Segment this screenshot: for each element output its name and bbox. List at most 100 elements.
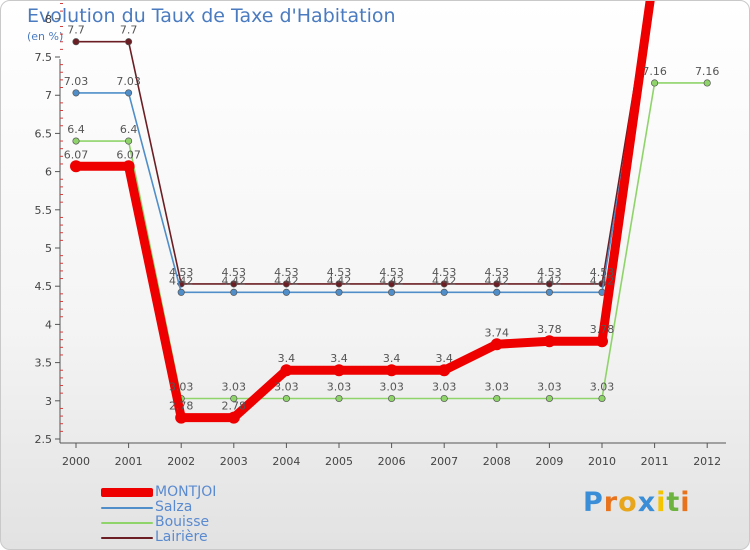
logo-letter: x bbox=[637, 487, 657, 518]
legend-item-lairiere: Lairière bbox=[101, 530, 216, 545]
data-label-montjoi: 6.07 bbox=[64, 148, 89, 161]
y-tick-label: 4.5 bbox=[35, 280, 53, 293]
data-label-montjoi: 3.4 bbox=[383, 352, 401, 365]
logo-letter: P bbox=[583, 487, 604, 518]
data-point-salza bbox=[440, 288, 448, 296]
legend-label-salza: Salza bbox=[155, 499, 193, 515]
data-point-bouisse bbox=[72, 137, 80, 145]
data-point-lairire bbox=[388, 280, 396, 288]
data-label-lairire: 4.53 bbox=[537, 266, 562, 279]
x-tick-label: 2004 bbox=[272, 455, 300, 468]
data-label-lairire: 4.53 bbox=[327, 266, 352, 279]
x-tick-label: 2001 bbox=[115, 455, 143, 468]
data-point-montjoi bbox=[175, 411, 188, 424]
x-tick-label: 2011 bbox=[641, 455, 669, 468]
data-label-lairire: 4.53 bbox=[432, 266, 457, 279]
logo-letter: t bbox=[666, 487, 681, 518]
data-label-bouisse: 7.16 bbox=[695, 65, 720, 78]
x-tick-label: 2007 bbox=[430, 455, 458, 468]
x-tick-label: 2010 bbox=[588, 455, 616, 468]
legend: MONTJOI Salza Bouisse Lairière bbox=[101, 485, 216, 545]
data-label-lairire: 7.7 bbox=[120, 24, 138, 37]
data-label-lairire: 4.53 bbox=[274, 266, 299, 279]
data-label-salza: 4.42 bbox=[169, 274, 194, 287]
logo-letter: i bbox=[656, 487, 667, 518]
line-chart: 2.533.544.555.566.577.588.59200020012002… bbox=[35, 1, 726, 468]
data-label-bouisse: 3.03 bbox=[379, 381, 404, 394]
data-point-lairire bbox=[545, 280, 553, 288]
data-point-montjoi bbox=[227, 411, 240, 424]
data-point-bouisse bbox=[598, 394, 606, 403]
legend-item-salza: Salza bbox=[101, 500, 216, 515]
chart-subtitle: (en %) bbox=[27, 30, 64, 43]
legend-swatch-salza bbox=[101, 506, 153, 509]
data-point-lairire bbox=[230, 280, 238, 288]
data-point-bouisse bbox=[493, 394, 501, 403]
legend-label-lairiere: Lairière bbox=[155, 529, 208, 545]
x-tick-label: 2008 bbox=[483, 455, 511, 468]
data-label-montjoi: 6.07 bbox=[116, 148, 141, 161]
data-point-montjoi bbox=[490, 338, 503, 351]
data-point-montjoi bbox=[543, 335, 556, 348]
data-label-montjoi: 3.78 bbox=[590, 323, 615, 336]
y-tick-label: 6.5 bbox=[35, 127, 53, 140]
data-label-salza: 4.42 bbox=[274, 274, 299, 287]
legend-swatch-montjoi bbox=[101, 488, 153, 497]
legend-label-bouisse: Bouisse bbox=[155, 514, 210, 530]
data-label-montjoi: 3.4 bbox=[435, 352, 453, 365]
data-point-salza bbox=[545, 288, 553, 296]
x-tick-label: 2012 bbox=[693, 455, 721, 468]
data-label-bouisse: 3.03 bbox=[590, 381, 615, 394]
data-point-salza bbox=[282, 288, 290, 296]
x-tick-label: 2006 bbox=[378, 455, 406, 468]
y-tick-label: 5 bbox=[45, 242, 52, 255]
data-point-bouisse bbox=[703, 79, 711, 87]
data-point-bouisse bbox=[125, 137, 133, 145]
y-tick-label: 7.5 bbox=[35, 51, 53, 64]
data-label-montjoi: 3.78 bbox=[537, 323, 562, 336]
data-label-salza: 4.42 bbox=[379, 274, 404, 287]
data-point-montjoi bbox=[333, 364, 345, 377]
y-tick-label: 2.5 bbox=[35, 433, 53, 446]
data-label-montjoi: 3.4 bbox=[330, 352, 348, 365]
x-tick-label: 2003 bbox=[220, 455, 248, 468]
data-label-lairire: 7.7 bbox=[67, 24, 85, 37]
data-point-montjoi bbox=[70, 160, 82, 173]
data-point-lairire bbox=[282, 280, 290, 288]
data-point-bouisse bbox=[440, 394, 448, 403]
data-point-salza bbox=[125, 89, 133, 97]
data-point-montjoi bbox=[385, 364, 398, 377]
logo-letter: r bbox=[603, 487, 619, 518]
data-point-salza bbox=[335, 288, 343, 296]
legend-swatch-bouisse bbox=[101, 521, 153, 524]
data-label-montjoi: 3.4 bbox=[278, 352, 296, 365]
x-tick-label: 2009 bbox=[535, 455, 563, 468]
data-label-salza: 7.03 bbox=[116, 75, 141, 88]
data-point-salza bbox=[493, 288, 501, 296]
data-point-lairire bbox=[72, 38, 80, 46]
data-label-bouisse: 3.03 bbox=[169, 381, 194, 394]
data-point-bouisse bbox=[651, 79, 659, 87]
data-label-lairire: 4.53 bbox=[590, 266, 615, 279]
data-label-bouisse: 3.03 bbox=[274, 381, 299, 394]
data-point-montjoi bbox=[280, 364, 293, 377]
data-label-salza: 7.03 bbox=[64, 75, 89, 88]
data-label-salza: 4.42 bbox=[432, 274, 457, 287]
y-tick-label: 3.5 bbox=[35, 357, 53, 370]
data-point-montjoi bbox=[122, 160, 135, 173]
chart-title: Evolution du Taux de Taxe d'Habitation bbox=[27, 5, 396, 27]
logo-letter: o bbox=[618, 487, 638, 518]
data-label-bouisse: 3.03 bbox=[432, 381, 457, 394]
legend-item-montjoi: MONTJOI bbox=[101, 485, 216, 500]
legend-item-bouisse: Bouisse bbox=[101, 515, 216, 530]
data-label-salza: 4.42 bbox=[590, 274, 615, 287]
data-label-lairire: 4.53 bbox=[169, 266, 194, 279]
y-tick-label: 7 bbox=[45, 89, 52, 102]
x-tick-label: 2005 bbox=[325, 455, 353, 468]
data-point-lairire bbox=[493, 280, 501, 288]
y-tick-label: 6 bbox=[45, 166, 52, 179]
data-point-salza bbox=[388, 288, 396, 296]
logo-letter: i bbox=[680, 487, 691, 518]
x-tick-label: 2000 bbox=[62, 455, 90, 468]
data-point-montjoi bbox=[438, 364, 451, 377]
